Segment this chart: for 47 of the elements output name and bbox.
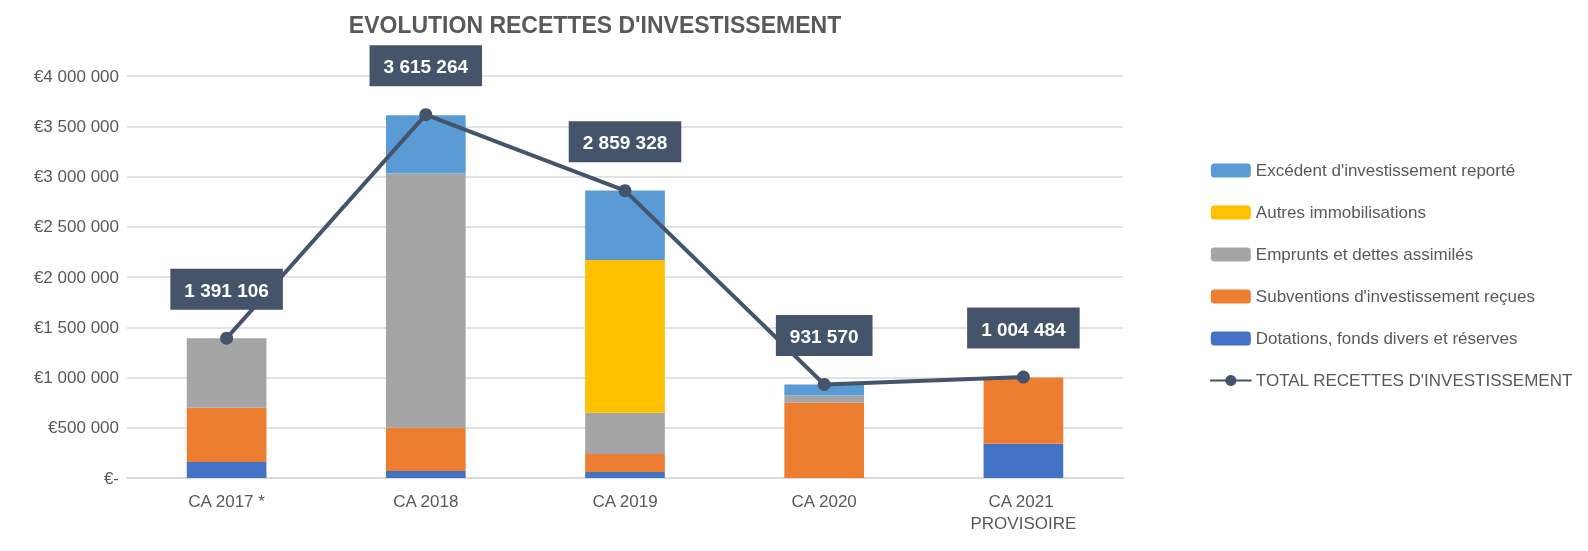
data-label: 2 859 328 [582, 132, 668, 154]
y-tick-label: €1 500 000 [33, 317, 119, 337]
bar [186, 407, 267, 462]
x-tick-label: CA 2019 [592, 491, 658, 511]
bar [385, 470, 466, 478]
bar [983, 377, 1064, 444]
legend-label: TOTAL RECETTES D'INVESTISSEMENT [1255, 371, 1573, 390]
bar [983, 443, 1064, 478]
legend-label: Excédent d'investissement reporté [1255, 161, 1516, 180]
y-tick-label: €2 500 000 [33, 217, 119, 237]
bar [186, 461, 267, 478]
x-tick-label: CA 2018 [393, 491, 459, 511]
point [618, 184, 632, 198]
bar [585, 190, 665, 260]
bar [385, 115, 466, 174]
data-label: 1 391 106 [184, 279, 269, 301]
point [1016, 370, 1030, 384]
data-label: 1 004 484 [981, 318, 1067, 340]
bar [784, 395, 865, 403]
x-tick-label: CA 2017 * [188, 491, 266, 511]
x-tick-label: CA 2020 [791, 491, 857, 511]
bar [385, 427, 466, 471]
chart-title: EVOLUTION RECETTES D'INVESTISSEMENT [348, 11, 842, 38]
legend-label: Subventions d'investissement reçues [1255, 287, 1536, 306]
data-label: 3 615 264 [383, 56, 469, 78]
x-tick-label: CA 2021 PROVISOIRE [970, 491, 1077, 533]
y-tick-label: €3 500 000 [33, 116, 119, 136]
y-tick-label: €2 000 000 [33, 267, 119, 287]
point [220, 331, 234, 345]
bar [385, 173, 466, 428]
point [817, 377, 831, 391]
bar [585, 259, 665, 413]
bar [585, 453, 665, 472]
bar [186, 338, 267, 408]
bar [585, 412, 665, 454]
point [419, 108, 433, 122]
legend-label: Dotations, fonds divers et réserves [1255, 329, 1518, 348]
y-tick-label: €- [103, 468, 119, 488]
bar [784, 402, 865, 478]
y-tick-label: €1 000 000 [33, 368, 119, 387]
legend-label: Emprunts et dettes assimilés [1255, 245, 1474, 264]
y-tick-label: €3 000 000 [33, 167, 119, 186]
data-label: 931 570 [789, 325, 859, 347]
y-tick-label: €500 000 [48, 418, 119, 438]
bar [585, 471, 665, 478]
y-tick-label: €4 000 000 [33, 66, 119, 86]
legend-label: Autres immobilisations [1255, 203, 1426, 222]
